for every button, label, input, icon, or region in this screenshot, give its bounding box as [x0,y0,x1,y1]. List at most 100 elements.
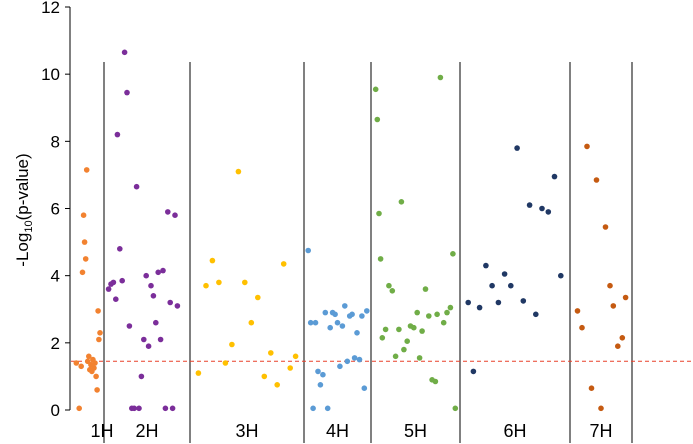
snp-point-2H [105,286,112,292]
snp-point-4H [327,324,334,331]
snp-point-2H [121,49,128,56]
snp-point-2H [138,373,145,380]
snp-point-2H [172,212,178,218]
snp-point-3H [248,319,255,326]
snp-point-7H [579,324,585,331]
snp-point-2H [113,296,119,303]
snp-point-5H [419,328,425,334]
snp-point-6H [476,304,483,311]
y-tick-label: 10 [41,65,60,84]
chromosome-label: 3H [235,421,258,441]
chromosome-label: 4H [326,421,349,441]
snp-point-2H [148,282,154,289]
snp-point-7H [584,143,590,150]
snp-point-2H [169,405,176,412]
snp-point-7H [610,303,617,309]
snp-point-1H [92,360,98,366]
snp-point-7H [598,405,604,412]
snp-point-1H [80,212,87,218]
snp-point-2H [136,405,142,412]
snp-point-2H [119,277,125,284]
y-axis: 0 2 4 6 8 10 12 [41,0,71,420]
snp-point-7H [619,335,626,341]
snp-point-6H [489,282,495,289]
y-tick-label: 8 [51,132,60,151]
snp-point-2H [165,209,171,215]
snp-point-6H [501,271,508,277]
snp-point-7H [615,343,621,350]
snp-point-3H [268,350,274,356]
snp-point-1H [96,336,102,343]
y-tick-label: 2 [51,334,60,353]
snp-point-6H [551,173,558,180]
y-tick-label: 0 [51,401,60,420]
snp-point-6H [558,272,564,279]
snp-point-5H [426,313,432,319]
snp-point-6H [526,202,533,208]
snp-point-4H [361,385,368,392]
snp-point-2H [126,323,133,329]
snp-point-1H [97,330,103,336]
snp-point-2H [162,405,169,412]
chromosome-label: 2H [135,421,158,441]
chromosome-label: 6H [503,421,526,441]
snp-point-5H [401,346,407,353]
snp-point-2H [145,343,152,350]
snp-point-4H [356,356,363,363]
chromosome-labels: 1H 2H 3H 4H 5H 6H 7H [90,421,612,441]
snp-point-5H [372,86,379,93]
snp-point-5H [416,355,423,361]
snp-point-5H [398,199,405,205]
snp-point-3H [195,370,202,376]
chromosome-label: 1H [90,421,113,441]
snp-point-7H [574,308,581,314]
y-tick-label: 4 [51,267,60,286]
snp-point-1H [86,353,92,360]
snp-point-2H [117,246,123,252]
snp-point-2H [153,319,159,326]
snp-point-4H [324,405,331,412]
snp-point-5H [396,326,402,333]
chromosome-label: 7H [589,421,612,441]
snp-point-3H [222,360,229,366]
snp-point-1H [73,360,80,366]
snp-point-6H [520,298,527,304]
snp-point-3H [261,373,268,380]
snp-point-2H [150,293,157,299]
snp-point-3H [292,353,299,360]
snp-point-5H [379,335,386,341]
snp-point-3H [216,279,222,286]
snp-point-2H [155,269,161,276]
snp-point-6H [533,311,539,318]
snp-point-2H [133,183,140,190]
chromosome-label: 5H [404,421,427,441]
snp-point-6H [465,299,472,306]
snp-point-6H [545,209,552,215]
snp-point-5H [374,116,381,123]
snp-point-4H [342,303,348,309]
snp-point-4H [354,330,360,336]
snp-point-4H [339,323,346,329]
snp-point-2H [131,405,137,412]
snp-point-1H [76,405,82,412]
snp-point-5H [444,309,450,316]
snp-point-6H [495,299,502,306]
snp-point-1H [79,269,86,276]
snp-point-2H [110,279,117,286]
snp-point-5H [450,251,456,257]
snp-point-7H [588,385,595,392]
y-tick-label: 6 [51,200,60,219]
snp-point-3H [242,279,248,286]
snp-point-7H [593,177,600,183]
snp-point-3H [254,294,261,301]
snp-point-4H [317,382,324,388]
chromosome-dividers [103,62,633,443]
snp-point-5H [437,74,444,81]
snp-point-4H [334,319,341,326]
snp-point-1H [83,167,90,173]
snp-point-2H [160,267,166,274]
snp-point-5H [414,309,421,316]
snp-point-5H [389,288,396,294]
snp-point-1H [82,256,89,262]
snp-point-4H [364,308,370,314]
